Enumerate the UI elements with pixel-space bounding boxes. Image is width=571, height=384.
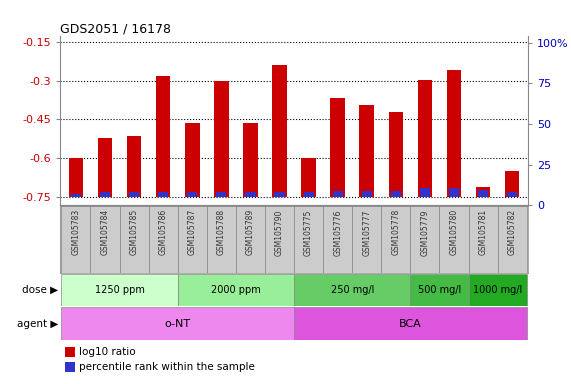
- Bar: [246, 192, 256, 197]
- Bar: [469, 206, 498, 273]
- Bar: [243, 123, 258, 197]
- Bar: [214, 81, 228, 197]
- Text: GSM105775: GSM105775: [304, 209, 313, 256]
- Bar: [304, 192, 313, 197]
- Text: GDS2051 / 16178: GDS2051 / 16178: [60, 22, 171, 35]
- Bar: [391, 191, 401, 197]
- Bar: [505, 171, 520, 197]
- Text: GSM105790: GSM105790: [275, 209, 284, 256]
- Bar: [158, 192, 168, 197]
- Bar: [411, 274, 469, 306]
- Text: GSM105784: GSM105784: [100, 209, 110, 255]
- Text: percentile rank within the sample: percentile rank within the sample: [79, 362, 255, 372]
- Bar: [389, 112, 403, 197]
- Text: 1250 ppm: 1250 ppm: [95, 285, 144, 295]
- Bar: [447, 70, 461, 197]
- Bar: [294, 307, 526, 340]
- Bar: [417, 80, 432, 197]
- Bar: [90, 206, 119, 273]
- Bar: [420, 187, 430, 197]
- Bar: [301, 158, 316, 197]
- Bar: [65, 347, 75, 357]
- Bar: [71, 194, 81, 197]
- Bar: [187, 192, 198, 197]
- Bar: [323, 206, 352, 273]
- Bar: [440, 206, 469, 273]
- Bar: [332, 191, 343, 197]
- Text: agent ▶: agent ▶: [17, 318, 58, 329]
- Bar: [98, 137, 112, 197]
- Text: o-NT: o-NT: [164, 318, 191, 329]
- Text: GSM105777: GSM105777: [362, 209, 371, 256]
- Bar: [272, 65, 287, 197]
- Bar: [361, 191, 372, 197]
- Text: GSM105785: GSM105785: [130, 209, 139, 255]
- Bar: [216, 192, 227, 197]
- Bar: [156, 76, 171, 197]
- Bar: [62, 206, 90, 273]
- Text: 250 mg/l: 250 mg/l: [331, 285, 374, 295]
- Bar: [294, 206, 323, 273]
- Text: 500 mg/l: 500 mg/l: [418, 285, 461, 295]
- Text: GSM105779: GSM105779: [420, 209, 429, 256]
- Text: 2000 ppm: 2000 ppm: [211, 285, 261, 295]
- Bar: [119, 206, 148, 273]
- Bar: [236, 206, 265, 273]
- Bar: [507, 192, 517, 197]
- Bar: [265, 206, 294, 273]
- Bar: [498, 206, 526, 273]
- Bar: [207, 206, 236, 273]
- Text: BCA: BCA: [399, 318, 422, 329]
- Bar: [294, 274, 411, 306]
- Bar: [178, 274, 294, 306]
- Bar: [275, 192, 284, 197]
- Bar: [381, 206, 411, 273]
- Bar: [352, 206, 381, 273]
- Text: log10 ratio: log10 ratio: [79, 347, 135, 357]
- Bar: [69, 158, 83, 197]
- Text: GSM105781: GSM105781: [478, 209, 488, 255]
- Bar: [185, 123, 199, 197]
- Text: 1000 mg/l: 1000 mg/l: [473, 285, 522, 295]
- Text: GSM105789: GSM105789: [246, 209, 255, 255]
- Text: GSM105782: GSM105782: [508, 209, 517, 255]
- Text: GSM105786: GSM105786: [159, 209, 168, 255]
- Bar: [469, 274, 526, 306]
- Bar: [178, 206, 207, 273]
- Bar: [127, 136, 142, 197]
- Text: GSM105787: GSM105787: [188, 209, 197, 255]
- Bar: [62, 307, 294, 340]
- Bar: [65, 362, 75, 372]
- Bar: [476, 187, 490, 197]
- Bar: [129, 192, 139, 197]
- Bar: [62, 274, 178, 306]
- Text: GSM105780: GSM105780: [449, 209, 459, 255]
- Bar: [148, 206, 178, 273]
- Text: GSM105788: GSM105788: [217, 209, 226, 255]
- Text: GSM105778: GSM105778: [391, 209, 400, 255]
- Bar: [331, 98, 345, 197]
- Text: GSM105783: GSM105783: [71, 209, 81, 255]
- Bar: [411, 206, 440, 273]
- Bar: [478, 190, 488, 197]
- Bar: [100, 192, 110, 197]
- Bar: [360, 105, 374, 197]
- Text: GSM105776: GSM105776: [333, 209, 342, 256]
- Text: dose ▶: dose ▶: [22, 285, 58, 295]
- Bar: [449, 187, 459, 197]
